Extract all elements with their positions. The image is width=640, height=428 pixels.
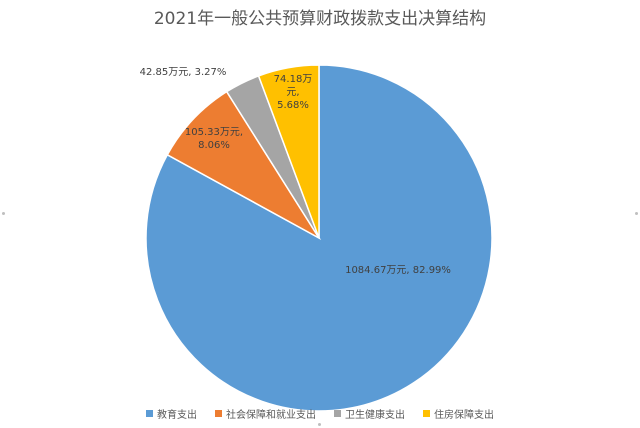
legend: 教育支出 社会保障和就业支出 卫生健康支出 住房保障支出 <box>0 406 640 421</box>
slice-label-4: 74.18万元, 5.68% <box>274 74 313 111</box>
chart-title: 2021年一般公共预算财政拨款支出决算结构 <box>153 9 487 29</box>
pie-slice-4 <box>257 64 320 239</box>
legend-label: 教育支出 <box>157 410 197 421</box>
slice-label-text: 1084.67万元, 82.99% <box>345 265 451 276</box>
legend-item-4: 住房保障支出 <box>423 406 494 421</box>
frame-handle-left <box>2 212 5 215</box>
legend-label: 卫生健康支出 <box>345 410 405 421</box>
slice-label-value: 74.18万 <box>274 74 313 85</box>
slice-label-1: 1084.67万元, 82.99% <box>345 265 451 276</box>
legend-item-3: 卫生健康支出 <box>334 406 405 421</box>
legend-swatch <box>423 410 430 417</box>
frame-handle-bottom <box>318 423 321 426</box>
slice-label-unit: 元, <box>286 87 299 98</box>
frame-handle-right <box>635 212 638 215</box>
pie-labels: 1084.67万元, 82.99% 105.33万元, 8.06% 42.85万元, … <box>140 67 451 276</box>
legend-swatch <box>146 410 153 417</box>
legend-label: 住房保障支出 <box>434 410 494 421</box>
legend-label: 社会保障和就业支出 <box>226 410 316 421</box>
slice-label-percent: 8.06% <box>198 140 230 151</box>
pie-slices <box>145 64 493 412</box>
slice-label-3: 42.85万元, 3.27% <box>140 67 227 78</box>
legend-item-2: 社会保障和就业支出 <box>215 406 316 421</box>
legend-item-1: 教育支出 <box>146 406 197 421</box>
legend-swatch <box>334 410 341 417</box>
legend-swatch <box>215 410 222 417</box>
slice-label-text: 42.85万元, 3.27% <box>140 67 227 78</box>
slice-label-percent: 5.68% <box>277 100 309 111</box>
slice-label-value: 105.33万元, <box>185 127 243 138</box>
slice-label-2: 105.33万元, 8.06% <box>185 127 243 151</box>
